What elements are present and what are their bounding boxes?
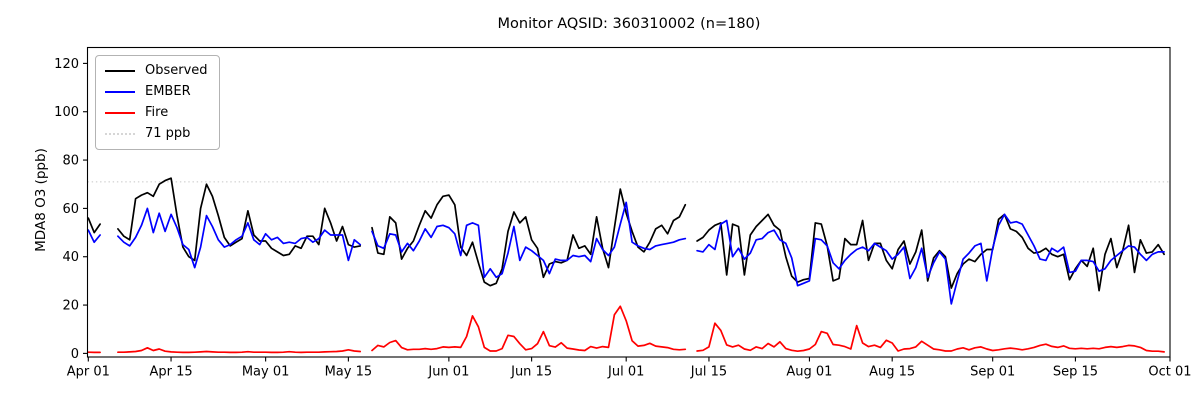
series-line-fire (87, 305, 1165, 354)
x-tick-label: Aug 15 (869, 365, 915, 380)
series-line-observed (87, 177, 1165, 292)
y-tick-label: 80 (62, 154, 79, 169)
y-tick-label: 40 (62, 250, 79, 265)
legend-label: Fire (145, 105, 169, 120)
legend-label: 71 ppb (145, 126, 191, 141)
legend-row-ember: EMBER (105, 84, 208, 100)
legend-row-fire: Fire (105, 105, 208, 121)
legend-line-sample (105, 133, 135, 135)
x-tick-label: Jul 15 (690, 365, 727, 380)
y-tick-label: 100 (54, 105, 79, 120)
legend-line-sample (105, 112, 135, 114)
x-tick-label: Jun 01 (427, 365, 469, 380)
legend-line-sample (105, 91, 135, 93)
legend-row-71-ppb: 71 ppb (105, 126, 208, 142)
series-line-ember (87, 201, 1165, 305)
x-tick-label: Aug 01 (786, 365, 832, 380)
legend: Observed EMBER Fire 71 ppb (95, 55, 220, 150)
x-tick-label: Oct 01 (1148, 365, 1191, 380)
legend-label: Observed (145, 63, 208, 78)
axes-frame (86, 46, 1171, 358)
x-tick-label: Apr 15 (149, 365, 192, 380)
x-tick-label: May 15 (325, 365, 373, 380)
legend-row-observed: Observed (105, 63, 208, 79)
y-tick-label: 60 (62, 202, 79, 217)
x-tick-label: Sep 15 (1053, 365, 1098, 380)
x-tick-label: Jun 15 (510, 365, 552, 380)
y-tick-label: 120 (54, 57, 79, 72)
legend-label: EMBER (145, 84, 191, 99)
y-tick-label: 0 (71, 347, 79, 362)
x-tick-label: Jul 01 (607, 365, 644, 380)
y-tick-label: 20 (62, 299, 79, 314)
x-tick-label: Apr 01 (67, 365, 110, 380)
legend-line-sample (105, 70, 135, 72)
chart-title: Monitor AQSID: 360310002 (n=180) (497, 16, 761, 32)
x-tick-label: Sep 01 (970, 365, 1015, 380)
x-tick-label: May 01 (242, 365, 290, 380)
